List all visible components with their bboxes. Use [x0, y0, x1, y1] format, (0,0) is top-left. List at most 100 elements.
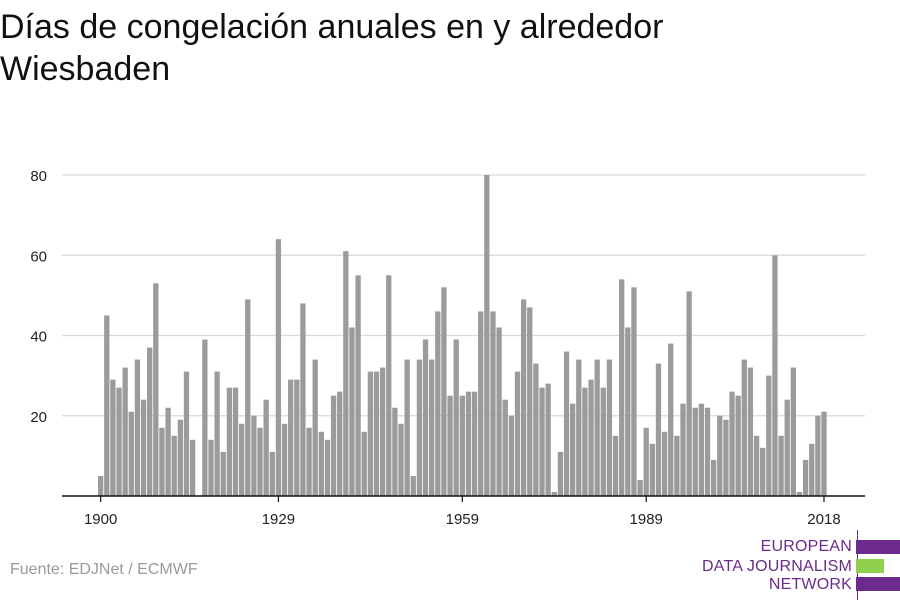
bar-1969: [520, 299, 527, 496]
bar-1976: [563, 351, 570, 496]
bar-1908: [147, 347, 153, 496]
y-axis-ticks: 20 40 60 80: [30, 168, 47, 426]
bar-1996: [686, 291, 692, 496]
bar-1920: [220, 451, 226, 496]
bar-1930: [281, 423, 288, 496]
bar-1921: [226, 387, 233, 496]
y-tick-label: 20: [30, 409, 47, 426]
bar-1993: [668, 343, 674, 496]
bar-1943: [361, 431, 367, 496]
bar-1987: [631, 287, 637, 496]
bar-1978: [576, 359, 582, 496]
bar-1905: [128, 411, 134, 496]
bar-1991: [655, 363, 662, 496]
bar-2003: [729, 391, 735, 496]
bar-1917: [202, 339, 208, 496]
bar-2011: [778, 435, 784, 496]
bar-2012: [784, 399, 790, 496]
bar-1933: [300, 303, 306, 496]
bar-1974: [551, 491, 557, 496]
bar-2007: [753, 435, 760, 496]
chart-title: Días de congelación anuales en y alreded…: [0, 8, 664, 88]
bar-2000: [711, 459, 717, 496]
bar-1964: [490, 311, 496, 496]
x-axis-ticks: 1900 1929 1959 1989 2018: [84, 496, 841, 528]
bar-1903: [116, 387, 122, 496]
bar-1957: [447, 395, 453, 496]
y-tick-label: 80: [30, 168, 47, 185]
bar-1946: [379, 367, 386, 496]
bar-1909: [153, 283, 159, 496]
bar-1940: [343, 251, 349, 496]
bar-1929: [275, 239, 282, 496]
bar-2008: [760, 447, 766, 496]
bar-2004: [735, 395, 741, 496]
bar-2016: [809, 443, 815, 496]
bar-1918: [208, 439, 214, 496]
bar-1926: [257, 427, 263, 496]
bar-1995: [680, 403, 686, 496]
bar-2017: [815, 415, 821, 496]
bar-2009: [766, 375, 772, 497]
bar-1958: [453, 339, 459, 496]
x-tick-label: 1900: [84, 511, 117, 528]
bar-1936: [318, 431, 324, 496]
logo-bar-bottom: [856, 577, 900, 591]
bar-1923: [238, 423, 245, 496]
bar-1947: [386, 275, 392, 496]
bar-1997: [692, 407, 698, 496]
bar-1937: [324, 439, 331, 496]
bar-1968: [514, 371, 521, 496]
x-tick-label: 2018: [807, 511, 840, 528]
bars: [98, 175, 827, 497]
bar-1901: [104, 315, 110, 496]
bar-1924: [245, 299, 251, 496]
bar-1990: [649, 443, 655, 496]
bar-1989: [643, 427, 649, 496]
bar-2010: [772, 255, 778, 496]
bar-1985: [619, 279, 625, 496]
bar-1906: [134, 359, 141, 496]
bar-1961: [471, 391, 478, 496]
bar-1949: [398, 423, 404, 496]
bar-2005: [741, 359, 747, 496]
bar-1931: [288, 379, 294, 496]
bar-1999: [704, 407, 711, 496]
bar-1915: [189, 439, 196, 496]
bar-1932: [294, 379, 300, 496]
bar-1983: [606, 359, 613, 496]
bar-1927: [263, 399, 269, 496]
bar-1980: [588, 379, 594, 496]
bar-1925: [251, 415, 257, 496]
bar-1928: [269, 451, 275, 496]
bar-1948: [392, 407, 398, 496]
bar-1965: [496, 327, 502, 496]
bar-1912: [171, 435, 177, 496]
bar-1960: [465, 391, 472, 496]
bar-1998: [698, 403, 705, 496]
bar-1959: [459, 395, 465, 496]
bar-1984: [612, 435, 619, 496]
bar-1982: [600, 387, 606, 496]
bar-2006: [747, 367, 754, 496]
bar-1963: [484, 175, 490, 496]
bar-1942: [355, 275, 361, 496]
bar-1954: [429, 359, 435, 496]
bar-2002: [723, 419, 729, 496]
bar-1950: [404, 359, 410, 496]
bar-1911: [165, 407, 171, 496]
bar-1977: [570, 403, 576, 496]
bar-1992: [661, 431, 668, 496]
bar-1970: [527, 307, 533, 496]
bar-1914: [183, 371, 190, 496]
logo-line-1: EUROPEAN: [760, 538, 852, 555]
logo-line-3: NETWORK: [768, 576, 852, 593]
bar-1955: [435, 311, 441, 496]
bar-1981: [594, 359, 600, 496]
bar-2001: [717, 415, 723, 496]
bar-1941: [349, 327, 355, 496]
bar-1962: [478, 311, 484, 496]
logo-bar-middle: [856, 559, 884, 573]
source-note: Fuente: EDJNet / ECMWF: [10, 561, 198, 578]
